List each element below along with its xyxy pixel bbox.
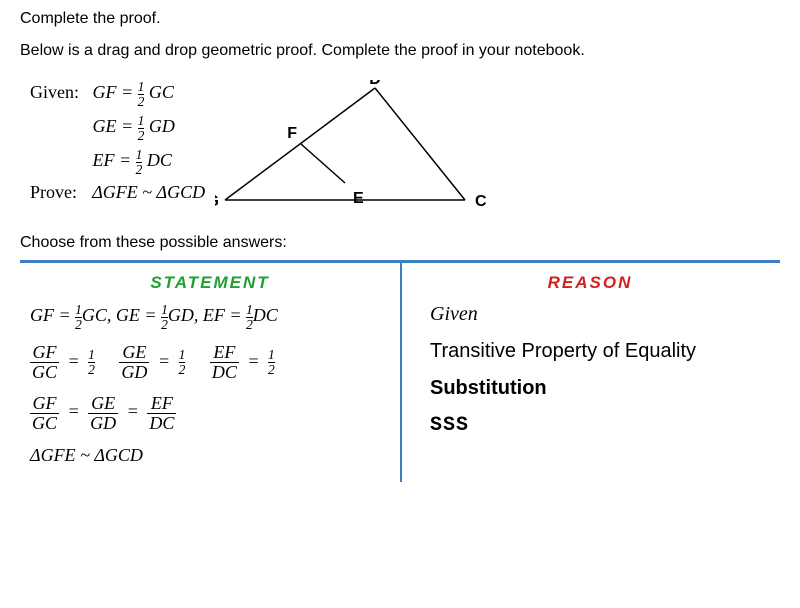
given1-rhs: GC <box>149 82 174 102</box>
statement-4[interactable]: ΔGFE ~ ΔGCD <box>30 445 386 466</box>
reason-substitution[interactable]: Substitution <box>430 377 770 400</box>
reason-column: REASON Given Transitive Property of Equa… <box>400 263 780 482</box>
statement-column: STATEMENT GF = 12GC, GE = 12GD, EF = 12D… <box>20 263 400 482</box>
prove-right: ΔGCD <box>157 182 206 202</box>
title-line: Complete the proof. <box>20 10 780 28</box>
svg-text:G: G <box>215 193 219 210</box>
prove-left: ΔGFE <box>92 182 138 202</box>
choose-label: Choose from these possible answers: <box>20 234 780 252</box>
given3-rhs: DC <box>147 150 172 170</box>
given2-frac: 12 <box>138 114 145 142</box>
given1-frac: 12 <box>138 80 145 108</box>
reason-sss[interactable]: SSS <box>430 414 770 437</box>
statement-3[interactable]: GFGC = GEGD = EFDC <box>30 394 386 433</box>
given-prove-block: Given: GF = 12 GC GE = 12 GD EF = 12 DC <box>20 80 205 209</box>
reason-given[interactable]: Given <box>430 303 770 326</box>
instruction-line: Below is a drag and drop geometric proof… <box>20 42 780 60</box>
statement-header: STATEMENT <box>20 267 400 303</box>
svg-text:D: D <box>369 80 381 88</box>
reason-transitive[interactable]: Transitive Property of Equality <box>430 340 770 363</box>
given2-rhs: GD <box>149 116 175 136</box>
given3-lhs: EF <box>93 150 115 170</box>
reason-header: REASON <box>400 267 780 303</box>
given1-lhs: GF <box>93 82 117 102</box>
given-label: Given: <box>30 82 88 103</box>
svg-text:E: E <box>353 190 364 207</box>
statement-1[interactable]: GF = 12GC, GE = 12GD, EF = 12DC <box>30 303 386 331</box>
given2-lhs: GE <box>93 116 117 136</box>
proof-table: STATEMENT GF = 12GC, GE = 12GD, EF = 12D… <box>20 260 780 482</box>
given3-frac: 12 <box>136 148 143 176</box>
triangle-diagram: D F E G C <box>215 80 495 220</box>
problem-section: Given: GF = 12 GC GE = 12 GD EF = 12 DC <box>20 80 780 220</box>
prove-label: Prove: <box>30 182 88 203</box>
svg-text:F: F <box>287 125 297 142</box>
svg-text:C: C <box>475 193 487 210</box>
statement-2[interactable]: GFGC = 12 GEGD = 12 EFDC = 12 <box>30 343 386 382</box>
